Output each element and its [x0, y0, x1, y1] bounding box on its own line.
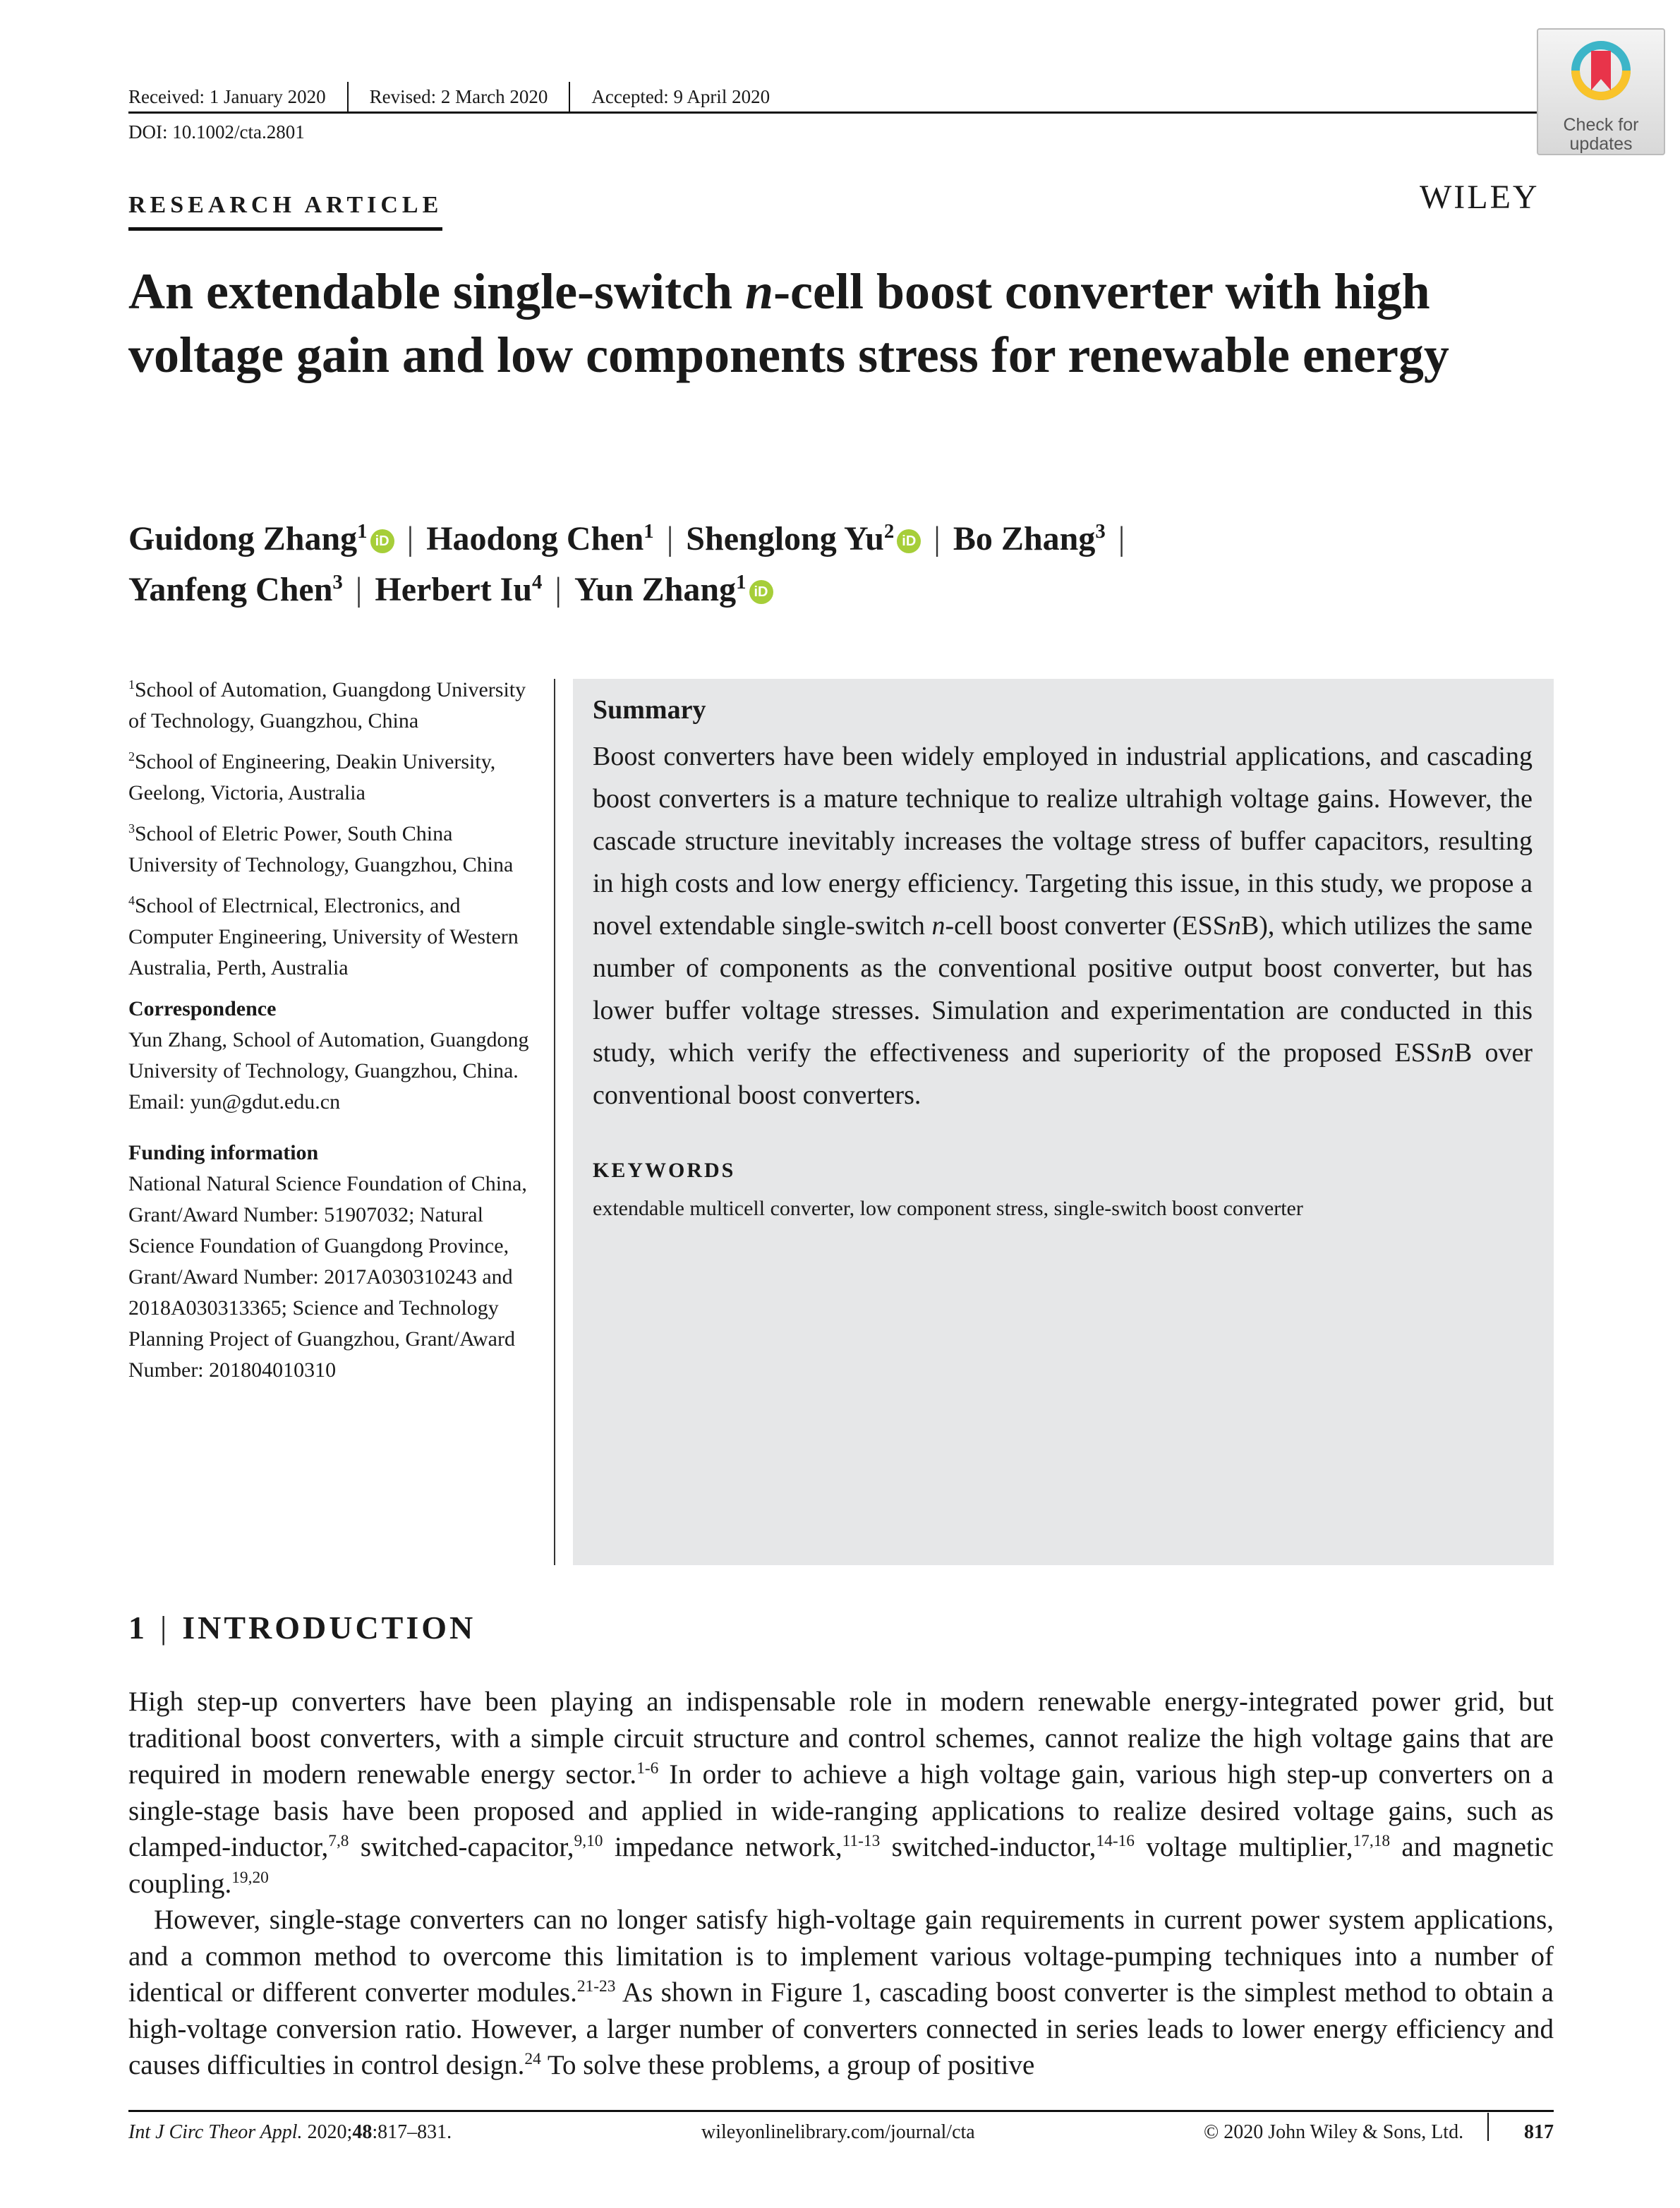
- orcid-icon[interactable]: iD: [370, 529, 394, 553]
- author-name: Haodong Chen: [426, 520, 644, 557]
- citation-link[interactable]: 24: [524, 2050, 541, 2068]
- summary-box: Summary Boost converters have been widel…: [573, 679, 1554, 1565]
- author-name: Herbert Iu: [375, 571, 533, 608]
- citation-link[interactable]: 21-23: [576, 1977, 616, 1996]
- separator: |: [555, 571, 562, 608]
- author[interactable]: Guidong Zhang1 iD: [128, 520, 394, 557]
- affiliation-number: 3: [332, 571, 343, 593]
- italic-n: n: [1227, 911, 1241, 941]
- intro-body: High step-up converters have been playin…: [128, 1684, 1554, 2084]
- badge-line1: Check for: [1563, 115, 1639, 135]
- sidebar-info: 1School of Automation, Guangdong Univers…: [128, 675, 538, 1406]
- summary-text: Boost converters have been widely employ…: [593, 742, 1533, 1110]
- author-name: Bo Zhang: [953, 520, 1096, 557]
- italic-n: n: [1440, 1038, 1454, 1068]
- separator: |: [406, 520, 414, 557]
- affiliation: 3School of Eletric Power, South China Un…: [128, 819, 538, 881]
- author[interactable]: Bo Zhang3: [953, 520, 1106, 557]
- revised-date: Revised: 2 March 2020: [346, 82, 569, 111]
- keywords: extendable multicell converter, low comp…: [593, 1197, 1303, 1220]
- crossmark-icon: [1571, 41, 1631, 100]
- accepted-date: Accepted: 9 April 2020: [569, 82, 791, 111]
- italic-n: n: [931, 911, 945, 941]
- affiliation-number: 1: [643, 520, 654, 543]
- citation-link[interactable]: 9,10: [574, 1832, 603, 1850]
- keywords-heading: KEYWORDS: [593, 1159, 736, 1182]
- affiliation-number: 2: [883, 520, 895, 543]
- affiliation-text: School of Engineering, Deakin University…: [128, 750, 496, 804]
- citation-link[interactable]: 19,20: [231, 1868, 269, 1887]
- copyright: © 2020 John Wiley & Sons, Ltd.: [1204, 2121, 1464, 2143]
- affiliation: 4School of Electrnical, Electronics, and…: [128, 891, 538, 984]
- header-rule: [128, 111, 1540, 114]
- email-link[interactable]: Email: yun@gdut.edu.cn: [128, 1090, 341, 1114]
- author[interactable]: Herbert Iu4: [375, 571, 542, 608]
- affiliation-number: 4: [128, 893, 135, 907]
- affiliation-text: School of Electrnical, Electronics, and …: [128, 894, 519, 979]
- separator: |: [1118, 520, 1125, 557]
- affiliation-number: 2: [128, 749, 135, 764]
- author[interactable]: Yanfeng Chen3: [128, 571, 343, 608]
- affiliation-number: 1: [128, 677, 135, 692]
- affiliation-text: School of Automation, Guangdong Universi…: [128, 678, 526, 732]
- separator: |: [933, 520, 941, 557]
- badge-line2: updates: [1569, 134, 1633, 154]
- citation-link[interactable]: 14-16: [1096, 1832, 1135, 1850]
- author-name: Yun Zhang: [574, 571, 737, 608]
- page-number: 817: [1524, 2121, 1554, 2143]
- author[interactable]: Yun Zhang1 iD: [574, 571, 773, 608]
- correspondence: Correspondence Yun Zhang, School of Autom…: [128, 997, 529, 1114]
- summary-heading: Summary: [593, 695, 706, 725]
- citation-link[interactable]: 17,18: [1353, 1832, 1391, 1850]
- affiliation-text: School of Eletric Power, South China Uni…: [128, 822, 514, 876]
- paragraph: High step-up converters have been playin…: [128, 1687, 1554, 1899]
- author-list: Guidong Zhang1 iD | Haodong Chen1 | Shenglong…: [128, 514, 1328, 615]
- affiliation: 2School of Engineering, Deakin Universit…: [128, 747, 538, 809]
- article-type: RESEARCH ARTICLE: [128, 192, 443, 231]
- citation-link[interactable]: 11-13: [842, 1832, 881, 1850]
- affiliation-number: 1: [357, 520, 368, 543]
- author-name: Shenglong Yu: [686, 520, 884, 557]
- author-name: Guidong Zhang: [128, 520, 358, 557]
- section-heading: 1 | INTRODUCTION: [128, 1610, 476, 1646]
- article-title: An extendable single-switch n-cell boost…: [128, 263, 1449, 383]
- paragraph: However, single-stage converters can no …: [128, 1905, 1554, 2080]
- journal-citation: Int J Circ Theor Appl. 2020;48:817–831.: [128, 2121, 452, 2143]
- citation-link[interactable]: 7,8: [328, 1832, 349, 1850]
- separator: |: [666, 520, 674, 557]
- dates: Received: 1 January 2020 Revised: 2 Marc…: [128, 82, 791, 111]
- orcid-icon[interactable]: iD: [749, 580, 773, 604]
- doi[interactable]: DOI: 10.1002/cta.2801: [128, 121, 305, 143]
- check-for-updates-button[interactable]: Check for updates: [1537, 28, 1665, 155]
- affiliation-number: 4: [532, 571, 543, 593]
- affiliation-number: 3: [128, 821, 135, 835]
- footer-rule: [128, 2110, 1554, 2112]
- orcid-icon[interactable]: iD: [897, 529, 921, 553]
- journal-url[interactable]: wileyonlinelibrary.com/journal/cta: [701, 2121, 975, 2143]
- author[interactable]: Haodong Chen1: [426, 520, 654, 557]
- affiliation-number: 3: [1095, 520, 1106, 543]
- column-divider: [554, 679, 555, 1565]
- citation-link[interactable]: 1-6: [636, 1759, 659, 1778]
- received-date: Received: 1 January 2020: [128, 86, 326, 107]
- separator: |: [355, 571, 363, 608]
- author[interactable]: Shenglong Yu2 iD: [686, 520, 921, 557]
- affiliation: 1School of Automation, Guangdong Univers…: [128, 675, 538, 737]
- funding: Funding information National Natural Scie…: [128, 1141, 527, 1382]
- author-name: Yanfeng Chen: [128, 571, 333, 608]
- affiliation-number: 1: [736, 571, 747, 593]
- publisher-logo: WILEY: [1420, 179, 1540, 216]
- footer-divider: [1487, 2113, 1489, 2141]
